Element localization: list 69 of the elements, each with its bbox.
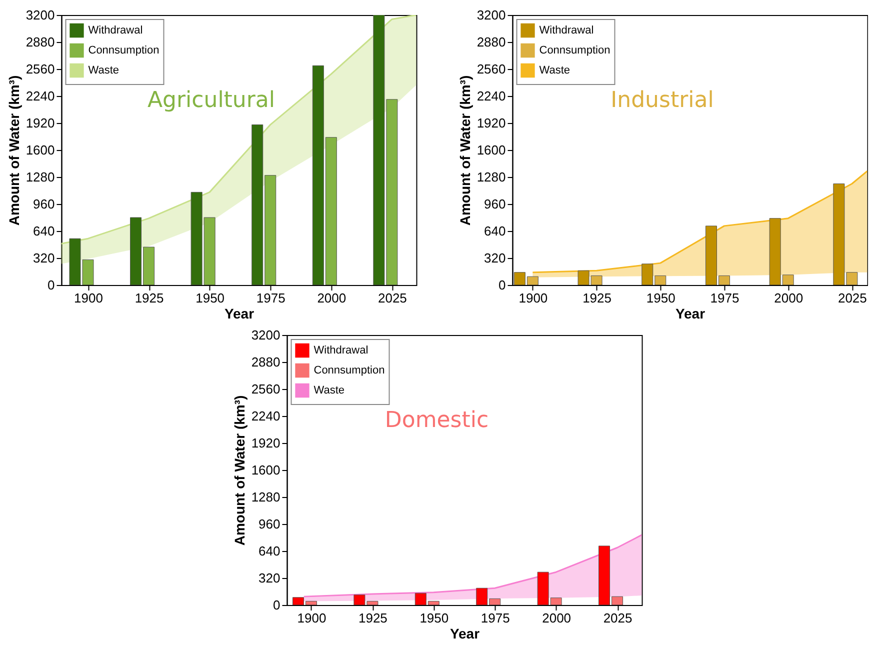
y-tick-label: 0: [273, 598, 280, 612]
y-tick-label: 1280: [251, 490, 280, 504]
y-axis-title: Amount of Water (km³): [6, 75, 22, 226]
y-tick-label: 2560: [251, 382, 280, 396]
x-tick-label: 2025: [378, 290, 407, 306]
y-tick-label: 960: [258, 516, 280, 532]
y-tick-label: 640: [484, 224, 506, 238]
legend-label: Waste: [539, 64, 570, 76]
x-tick-label: 1975: [480, 610, 510, 626]
y-tick-label: 640: [33, 224, 55, 238]
y-tick-label: 1600: [26, 142, 55, 158]
x-tick-label: 1925: [582, 290, 612, 306]
x-tick-label: 1950: [646, 290, 676, 306]
x-axis-title: Year: [224, 306, 255, 322]
y-tick-label: 0: [48, 278, 55, 292]
y-tick-label: 3200: [476, 8, 506, 22]
y-tick-label: 1280: [26, 170, 55, 184]
y-tick-label: 2240: [26, 88, 55, 104]
y-tick-label: 3200: [26, 8, 55, 22]
legend-label: Withdrawal: [88, 24, 143, 36]
y-tick-label: 640: [258, 544, 280, 558]
legend-label: Withdrawal: [539, 24, 594, 36]
annotation: Domestic: [384, 408, 489, 433]
y-tick-label: 1920: [251, 436, 280, 450]
y-tick-label: 320: [484, 250, 506, 266]
x-axis-title: Year: [675, 306, 706, 322]
x-axis-title: Year: [450, 626, 480, 642]
x-tick-label: 2000: [542, 610, 572, 626]
annotation: Agricultural: [147, 88, 276, 113]
annotation: Industrial: [610, 88, 714, 113]
x-tick-label: 1975: [256, 290, 286, 306]
x-tick-label: 1925: [358, 610, 388, 626]
legend-label: Waste: [88, 64, 120, 76]
y-tick-label: 2880: [251, 354, 280, 370]
y-tick-label: 1920: [26, 116, 55, 130]
y-tick-label: 1600: [251, 462, 280, 478]
legend-label: Withdrawal: [314, 344, 368, 356]
y-tick-label: 0: [498, 278, 506, 292]
x-tick-label: 1900: [297, 610, 326, 626]
y-tick-label: 1600: [476, 142, 506, 158]
y-tick-label: 960: [33, 196, 55, 212]
x-tick-label: 1975: [710, 290, 740, 306]
y-tick-label: 320: [258, 570, 280, 586]
y-axis-title: Amount of Water (km³): [231, 395, 248, 546]
legend-label: Waste: [314, 384, 345, 396]
x-tick-label: 2000: [774, 290, 804, 306]
y-tick-label: 1920: [476, 116, 506, 130]
x-tick-label: 2025: [838, 290, 867, 306]
y-tick-label: 2240: [476, 88, 506, 104]
y-axis-title: Amount of Water (km³): [456, 75, 473, 226]
y-tick-label: 2240: [251, 408, 280, 424]
y-tick-label: 960: [484, 196, 506, 212]
x-tick-label: 1900: [518, 290, 548, 306]
legend-label: Connsumption: [88, 44, 160, 56]
x-tick-label: 1925: [134, 290, 164, 306]
x-tick-label: 2025: [603, 610, 632, 626]
legend-label: Connsumption: [314, 364, 385, 376]
x-tick-label: 1950: [420, 610, 449, 626]
y-tick-label: 2880: [26, 34, 55, 50]
x-tick-label: 2000: [317, 290, 346, 306]
y-tick-label: 2560: [26, 62, 55, 76]
x-tick-label: 1900: [74, 290, 103, 306]
x-tick-label: 1950: [196, 290, 225, 306]
y-tick-label: 2880: [476, 34, 506, 50]
y-tick-label: 320: [33, 250, 55, 266]
legend-label: Connsumption: [539, 44, 610, 56]
y-tick-label: 3200: [251, 328, 280, 342]
y-tick-label: 1280: [476, 170, 506, 184]
y-tick-label: 2560: [476, 62, 506, 76]
